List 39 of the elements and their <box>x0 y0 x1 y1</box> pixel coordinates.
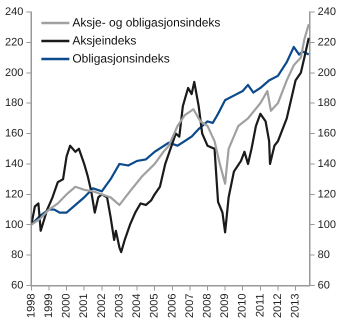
x-tick-label: 2000 <box>60 294 73 318</box>
y-tick-label: 160 <box>4 128 24 140</box>
y-tick-label: 140 <box>4 158 24 170</box>
x-tick-label: 2004 <box>131 294 144 318</box>
legend-label: Obligasjonsindeks <box>72 51 170 66</box>
y2-tick-label: 100 <box>318 218 336 231</box>
y2-tick-label: 160 <box>318 128 336 140</box>
y2-tick-label: 80 <box>318 249 330 262</box>
y2-tick-label: 240 <box>318 6 336 18</box>
x-tick-label: 2001 <box>78 294 90 318</box>
y2-tick-label: 200 <box>318 66 336 79</box>
x-tick-label: 2013 <box>290 294 302 318</box>
y-tick-label: 100 <box>4 218 24 231</box>
x-tick-label: 2002 <box>96 294 108 318</box>
legend-label: Aksje- og obligasjonsindeks <box>72 15 220 30</box>
x-tick-label: 2007 <box>184 294 196 318</box>
y-tick-label: 60 <box>11 280 24 292</box>
x-tick-label: 2010 <box>236 294 249 318</box>
x-tick-label: 1999 <box>43 294 55 318</box>
x-tick-label: 2008 <box>202 294 214 318</box>
legend-label: Aksjeindeks <box>72 33 136 48</box>
x-tick-label: 2003 <box>113 294 126 318</box>
x-tick-label: 2009 <box>219 294 232 318</box>
x-tick-label: 2011 <box>254 294 266 318</box>
x-tick-label: 2006 <box>166 294 178 318</box>
y-tick-label: 240 <box>4 6 24 18</box>
y-tick-label: 220 <box>4 36 24 48</box>
y-tick-label: 180 <box>4 97 24 110</box>
x-tick-label: 2005 <box>148 294 161 318</box>
y2-tick-label: 180 <box>318 97 336 110</box>
y2-tick-label: 60 <box>318 280 330 292</box>
y-tick-label: 200 <box>4 66 24 79</box>
y2-tick-label: 120 <box>318 188 336 200</box>
y2-tick-label: 220 <box>318 36 336 48</box>
y-tick-label: 120 <box>4 188 24 200</box>
y-tick-label: 80 <box>11 249 24 262</box>
x-tick-label: 1998 <box>25 294 38 318</box>
x-tick-label: 2012 <box>272 294 284 318</box>
y2-tick-label: 140 <box>318 158 336 170</box>
